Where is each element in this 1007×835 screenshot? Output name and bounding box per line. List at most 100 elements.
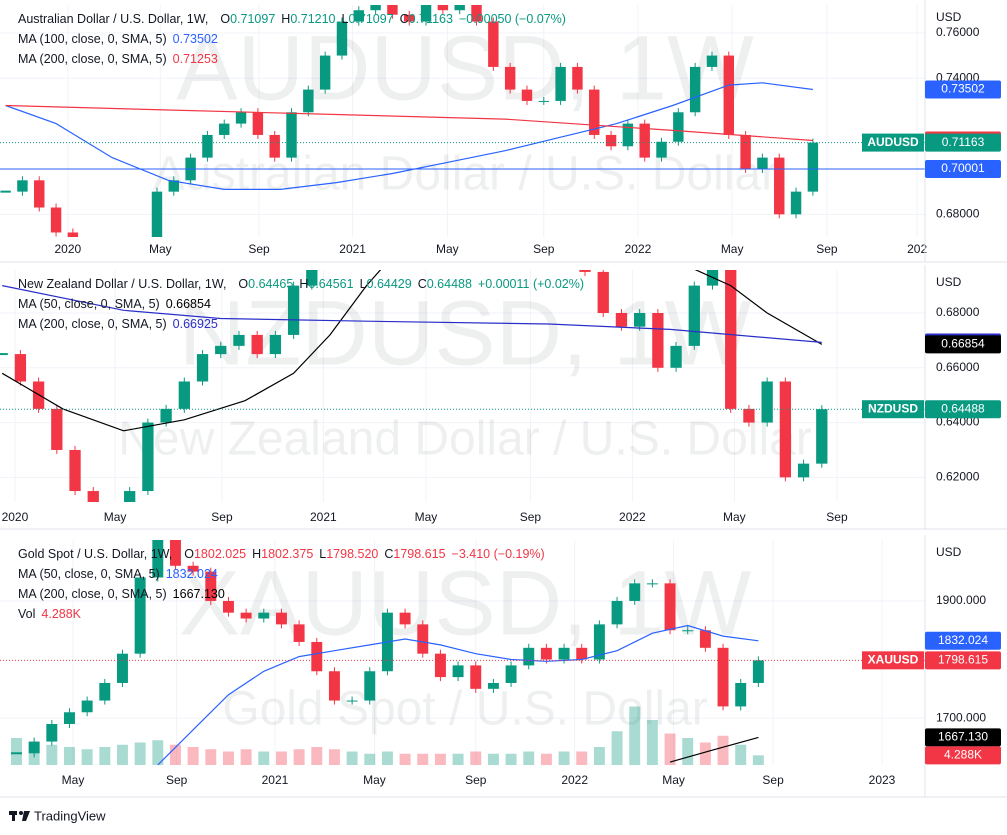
legend-ohlc-value: 1802.025 <box>194 547 246 561</box>
candle <box>258 612 270 619</box>
panel: XAUUSD, 1W Gold Spot / U.S. Dollar 1900.00… <box>0 535 1007 798</box>
legend-study: MA (200, close, 0, SMA, 5) 1667.130 <box>18 587 225 601</box>
legend-change: −3.410 (−0.19%) <box>452 547 545 561</box>
currency-label: USD <box>936 10 962 24</box>
volume-bar <box>275 751 287 765</box>
volume-bar <box>558 751 570 765</box>
legend-ohlc-key: H <box>281 12 290 26</box>
candle <box>437 5 449 11</box>
legend-ohlc-value: 0.64561 <box>308 277 353 291</box>
price-tag-label: 4.288K <box>944 748 982 762</box>
x-tick-label: May <box>721 242 744 256</box>
y-tick-label: 1900.000 <box>936 593 986 607</box>
volume-bar <box>452 753 464 765</box>
candle <box>589 89 600 135</box>
volume-bar <box>629 706 641 765</box>
volume-bar <box>293 749 305 765</box>
candle <box>81 700 93 713</box>
legend-volume-name: Vol <box>18 607 35 621</box>
candle <box>187 565 199 572</box>
candle <box>252 112 264 135</box>
watermark-description: Australian Dollar / U.S. Dollar <box>153 148 777 201</box>
candle <box>420 5 432 22</box>
candle <box>14 354 27 382</box>
volume-bar <box>46 744 58 765</box>
candle <box>336 21 348 56</box>
x-tick-label: 2022 <box>619 510 646 524</box>
legend-ohlc-value: 0.64429 <box>367 277 412 291</box>
price-tag-label: 0.73502 <box>941 82 985 96</box>
candle <box>269 334 282 355</box>
candle <box>639 123 650 158</box>
price-tag-label: 0.64488 <box>941 401 985 415</box>
x-tick-label: 202 <box>907 242 927 256</box>
y-tick-label: 0.64000 <box>936 415 980 429</box>
candle <box>251 334 263 355</box>
price-tag <box>925 400 1001 419</box>
candle <box>346 700 358 702</box>
watermark-symbol: XAUUSD, 1W <box>179 552 752 654</box>
moving-average-line <box>669 736 759 763</box>
candle <box>579 270 591 272</box>
volume-bar <box>134 742 146 765</box>
legend-ohlc-key: O <box>184 547 194 561</box>
candle <box>470 665 482 689</box>
legend-ohlc-key: O <box>220 12 230 26</box>
candle <box>319 55 331 90</box>
legend-title: Gold Spot / U.S. Dollar, 1W, <box>18 547 172 561</box>
x-tick-label: Sep <box>166 773 188 787</box>
candle <box>740 134 751 169</box>
legend-ohlc-key: C <box>418 277 427 291</box>
candle <box>735 682 747 707</box>
candle <box>293 624 305 642</box>
candle <box>797 463 810 478</box>
candle <box>417 624 429 654</box>
x-tick-label: May <box>104 510 127 524</box>
candle <box>34 180 45 208</box>
x-tick-label: Sep <box>248 242 270 256</box>
candle <box>205 571 217 601</box>
volume-bar <box>752 755 764 765</box>
x-tick-label: 2022 <box>561 773 588 787</box>
y-tick-label: 0.66000 <box>936 360 980 374</box>
x-tick-label: May <box>415 510 438 524</box>
candle <box>652 313 664 368</box>
candle <box>656 141 667 158</box>
volume-bar <box>311 747 323 765</box>
candle <box>269 134 280 158</box>
y-tick-label: 1700.000 <box>936 710 986 724</box>
symbol-tag-label: NZDUSD <box>868 401 918 415</box>
x-tick-label: May <box>62 773 85 787</box>
candle <box>558 647 570 660</box>
legend-ohlc-key: L <box>319 547 326 561</box>
volume-bar <box>487 753 499 765</box>
candle <box>757 157 768 169</box>
legend-ohlc-key: L <box>342 12 349 26</box>
legend-study: MA (200, close, 0, SMA, 5) 0.66925 <box>18 317 218 331</box>
legend-study-name: MA (50, close, 0, SMA, 5) <box>18 567 160 581</box>
volume-bar <box>99 747 111 765</box>
x-tick-label: May <box>723 510 746 524</box>
legend-ohlc-key: C <box>400 12 409 26</box>
candle <box>287 285 300 335</box>
candle <box>353 10 365 22</box>
volume-bar <box>116 744 128 765</box>
candle <box>69 449 81 492</box>
candle <box>504 66 516 90</box>
candle <box>240 612 252 619</box>
legend-ohlc-value: 1802.375 <box>261 547 313 561</box>
candle <box>434 653 446 678</box>
candle <box>688 285 700 346</box>
legend-ohlc-key: C <box>384 547 393 561</box>
price-tag-label: 1832.024 <box>938 633 988 647</box>
candle <box>538 100 550 102</box>
candle <box>311 641 323 672</box>
price-tag <box>925 133 1001 152</box>
volume-bar <box>64 747 75 765</box>
plot-area: XAUUSD, 1W Gold Spot / U.S. Dollar <box>0 540 925 765</box>
candle <box>124 491 136 502</box>
x-tick-label: Sep <box>762 773 784 787</box>
